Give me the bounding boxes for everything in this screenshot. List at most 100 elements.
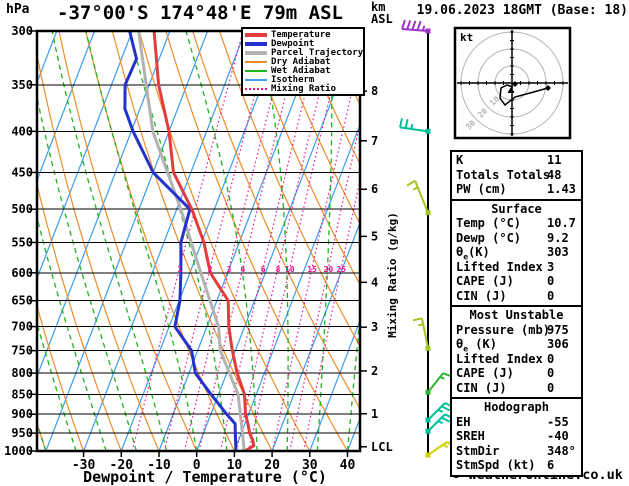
svg-text:3: 3 <box>371 320 378 334</box>
plot-border <box>35 29 362 453</box>
panel-row-label: PW (cm) <box>456 182 507 196</box>
legend-item: Isotherm <box>245 74 363 85</box>
pressure-gridlines <box>37 31 360 451</box>
panel-row-label: StmDir <box>456 443 500 458</box>
panel-title: Hodograph <box>483 400 550 414</box>
panel-row-label: CAPE (J) <box>456 274 514 288</box>
panel-row: CAPE (J) 0 <box>452 274 581 289</box>
svg-text:300: 300 <box>11 24 33 38</box>
svg-text:-20: -20 <box>110 458 134 473</box>
panel-row-value: -55 <box>547 414 569 429</box>
legend-line-sample <box>245 41 267 46</box>
svg-text:1: 1 <box>177 265 182 274</box>
panel-row: Dewp (°C) 9.2 <box>452 231 581 246</box>
panel-row-value: 3 <box>547 259 555 274</box>
legend-line-sample <box>245 78 267 81</box>
panel-row-label: Lifted Index <box>456 259 543 274</box>
legend-item: Mixing Ratio <box>245 84 363 94</box>
legend-line-sample <box>245 50 267 55</box>
svg-text:kt: kt <box>460 31 473 44</box>
svg-text:900: 900 <box>11 407 33 421</box>
altitude-axis: 8 7 6 5 4 3 2 1 LCL <box>360 84 393 454</box>
legend-item: Dewpoint <box>245 39 363 49</box>
mixing-ratio-value-labels: 1 2 3 4 6 8 10 15 20 25 <box>177 265 346 274</box>
temperature-curve <box>152 31 256 451</box>
panel-most-unstable: Most Unstable Pressure (mb) 975 θe (K) 306 Li… <box>450 305 583 399</box>
panel-row: StmSpd (kt) 6 <box>452 458 581 473</box>
skewt-background <box>37 31 360 451</box>
station-location-title: -37°00'S 174°48'E 79m ASL <box>57 2 343 24</box>
svg-text:1: 1 <box>371 407 378 421</box>
legend-item-label: Parcel Trajectory <box>271 47 364 58</box>
svg-text:4: 4 <box>371 275 378 289</box>
pressure-axis-unit-label: hPa <box>6 2 30 17</box>
svg-text:8: 8 <box>276 265 281 274</box>
svg-text:850: 850 <box>11 387 33 401</box>
panel-row-value: 48 <box>547 167 562 182</box>
panel-row: CIN (J) 0 <box>452 381 581 396</box>
panel-row-value: 0 <box>547 274 555 288</box>
panel-row: EH -55 <box>452 415 581 430</box>
panel-row-label: θe (K) <box>456 337 497 354</box>
panel-row: Lifted Index 3 <box>452 260 581 275</box>
svg-text:3: 3 <box>227 265 232 274</box>
svg-text:-10: -10 <box>147 458 171 473</box>
panel-row-value: 348° <box>547 443 576 458</box>
svg-text:40: 40 <box>340 458 356 473</box>
svg-text:Mixing Ratio (g/kg): Mixing Ratio (g/kg) <box>386 212 399 338</box>
panel-row: K 11 <box>452 153 581 168</box>
wind-barb <box>406 179 431 216</box>
panel-row-value: 9.2 <box>547 230 569 245</box>
svg-text:550: 550 <box>11 235 33 249</box>
panel-row-label: CIN (J) <box>456 288 507 303</box>
panel-row-label: Lifted Index <box>456 351 543 366</box>
panel-indices: K 11 Totals Totals 48 PW (cm) 1.43 <box>450 150 583 201</box>
indices-panels: K 11 Totals Totals 48 PW (cm) 1.43 Surface Temp… <box>450 150 583 477</box>
svg-text:15: 15 <box>307 265 317 274</box>
panel-row-value: 11 <box>547 153 562 167</box>
panel-row-value: 6 <box>547 458 555 472</box>
svg-text:750: 750 <box>11 344 33 358</box>
wind-barb <box>399 118 431 134</box>
svg-text:0: 0 <box>193 458 201 473</box>
svg-text:7: 7 <box>371 134 378 148</box>
legend-item-label: Isotherm <box>271 74 315 85</box>
panel-row-label: Totals Totals <box>456 167 550 182</box>
panel-row-label: K <box>456 153 464 167</box>
wind-barb <box>425 413 454 434</box>
legend-item: Temperature <box>245 30 363 40</box>
panel-row-value: 0 <box>547 380 555 395</box>
panel-row: θe (K) 306 <box>452 337 581 354</box>
panel-row-value: 975 <box>547 322 569 337</box>
panel-row-label: StmSpd (kt) <box>456 458 536 472</box>
panel-row-label: θe(K) <box>456 245 490 262</box>
panel-row: Lifted Index 0 <box>452 352 581 367</box>
panel-row: Pressure (mb) 975 <box>452 323 581 338</box>
panel-row-label: CAPE (J) <box>456 366 514 380</box>
altitude-axis-unit-label: km ASL <box>371 1 393 25</box>
valid-datetime-label: 19.06.2023 18GMT (Base: 18) <box>416 3 628 18</box>
svg-text:6: 6 <box>371 182 378 196</box>
svg-text:600: 600 <box>11 266 33 280</box>
altitude-unit-asl: ASL <box>371 12 393 26</box>
svg-text:350: 350 <box>11 78 33 92</box>
svg-text:-30: -30 <box>72 458 96 473</box>
legend-line-sample <box>245 60 267 63</box>
altitude-unit-km: km <box>371 0 386 14</box>
panel-row-value: 1.43 <box>547 182 576 196</box>
legend-line-sample <box>245 69 267 72</box>
svg-text:30: 30 <box>302 458 318 473</box>
legend-item-label: Dry Adiabat <box>271 56 331 67</box>
svg-text:20: 20 <box>324 265 334 274</box>
panel-title: Most Unstable <box>469 308 564 322</box>
svg-text:5: 5 <box>371 229 378 243</box>
panel-row-label: Pressure (mb) <box>456 322 550 337</box>
svg-text:Dewpoint / Temperature (°C): Dewpoint / Temperature (°C) <box>83 468 327 486</box>
panel-row-value: 306 <box>547 337 569 351</box>
legend-item: Parcel Trajectory <box>245 47 364 58</box>
svg-text:20: 20 <box>264 458 280 473</box>
panel-row-label: Temp (°C) <box>456 216 522 230</box>
storm-motion-marker <box>507 87 515 93</box>
panel-row-value: 10.7 <box>547 216 576 230</box>
